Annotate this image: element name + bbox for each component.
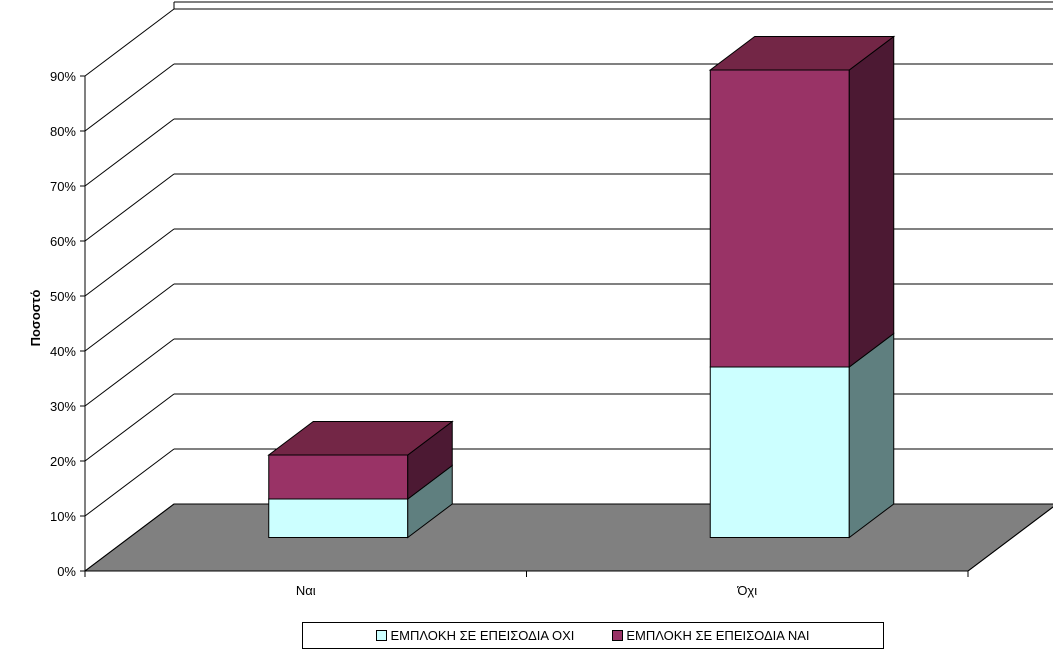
legend-swatch-nai xyxy=(612,630,624,641)
legend-swatch-oxi xyxy=(376,630,388,641)
floor-right-edge xyxy=(967,506,1053,572)
y-tick-label-2: 20% xyxy=(50,454,76,469)
x-tick-label-1: Όχι xyxy=(736,583,757,598)
legend: ΕΜΠΛΟΚΗ ΣΕ ΕΠΕΙΣΟΔΙΑ ΟΧΙ ΕΜΠΛΟΚΗ ΣΕ ΕΠΕΙ… xyxy=(302,622,884,649)
y-tick-label-1: 10% xyxy=(50,509,76,524)
y-tick-label-7: 70% xyxy=(50,179,76,194)
y-tick-label-0: 0% xyxy=(57,564,76,579)
chart-walls xyxy=(83,1,1053,572)
y-tick-label-4: 40% xyxy=(50,344,76,359)
bar-0-series-1-front xyxy=(268,454,409,500)
side-wall-line-3 xyxy=(84,338,175,407)
bar-0-top xyxy=(267,421,454,456)
bar-1-series-1-front xyxy=(709,69,850,368)
chart-floor xyxy=(83,503,1053,572)
chart-axes: 0% 10% 20% 30% 40% 50% 60% 70% 80% 90% Ναι Όχι xyxy=(50,69,969,598)
side-wall-line-1 xyxy=(84,448,175,517)
y-tick-label-8: 80% xyxy=(50,124,76,139)
bar-1-series-1-side xyxy=(848,35,895,369)
side-wall-line-2 xyxy=(84,393,175,462)
side-wall-line-9 xyxy=(84,8,175,77)
y-tick-label-3: 30% xyxy=(50,399,76,414)
side-wall-line-4 xyxy=(84,283,175,352)
legend-item-oxi: ΕΜΠΛΟΚΗ ΣΕ ΕΠΕΙΣΟΔΙΑ ΟΧΙ xyxy=(376,628,574,643)
side-wall-line-8 xyxy=(84,63,175,132)
side-wall-line-6 xyxy=(84,173,175,242)
side-wall-line-5 xyxy=(84,228,175,297)
bar-1-series-0-front xyxy=(709,366,850,538)
bar-1-top xyxy=(708,36,896,71)
legend-label-nai: ΕΜΠΛΟΚΗ ΣΕ ΕΠΕΙΣΟΔΙΑ ΝΑΙ xyxy=(626,628,810,643)
legend-label-oxi: ΕΜΠΛΟΚΗ ΣΕ ΕΠΕΙΣΟΔΙΑ ΟΧΙ xyxy=(390,628,575,643)
y-tick-label-5: 50% xyxy=(50,289,76,304)
legend-item-nai: ΕΜΠΛΟΚΗ ΣΕ ΕΠΕΙΣΟΔΙΑ ΝΑΙ xyxy=(612,628,810,643)
y-tick-label-6: 60% xyxy=(50,234,76,249)
side-wall-line-7 xyxy=(84,118,175,187)
bar-0-series-0-front xyxy=(268,498,409,538)
y-axis-label: Ποσοστό xyxy=(28,290,43,347)
chart-bars xyxy=(267,35,896,539)
bar-1-series-0-side xyxy=(848,332,895,539)
x-tick-label-0: Ναι xyxy=(296,583,316,598)
y-tick-label-9: 90% xyxy=(50,69,76,84)
side-wall-line-0 xyxy=(84,503,175,572)
